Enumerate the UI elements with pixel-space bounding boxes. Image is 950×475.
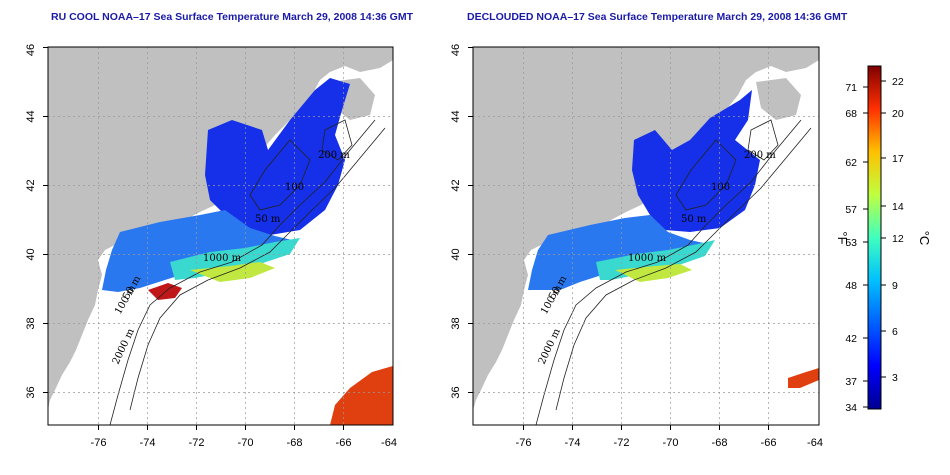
right-contour-label-1000m: 1000 m	[628, 253, 667, 264]
left-map-panel: 200 m 100 50 m 1000 m 100 m 50 m 2000 m …	[25, 44, 397, 449]
colorbar-f-tick: 71	[845, 82, 857, 94]
left-x-tick: -66	[336, 437, 352, 449]
left-frame	[47, 46, 394, 426]
right-x-tick: -66	[761, 437, 777, 449]
left-x-tick-labels: -76 -74 -72 -70 -68 -66 -64	[91, 437, 397, 449]
right-contour-label-100: 100	[711, 182, 730, 193]
right-map-panel: 200 m 100 50 m 1000 m 100 m 50 m 2000 m …	[450, 44, 823, 449]
left-contours	[109, 119, 386, 425]
temperature-colorbar: 71 68 62 57 53 48 42 37 34 22 20 17 14 1…	[835, 65, 932, 414]
left-x-tick: -76	[91, 437, 107, 449]
left-contour-label-1000m: 1000 m	[203, 253, 242, 264]
left-y-tick: 44	[25, 110, 37, 122]
left-x-tick: -74	[140, 437, 156, 449]
colorbar-c-tick: 6	[892, 326, 898, 338]
left-sst-blue-north	[205, 78, 350, 235]
colorbar-c-tick: 22	[892, 76, 904, 88]
colorbar-f-tick: 57	[845, 204, 857, 216]
right-x-tick: -74	[565, 437, 581, 449]
colorbar-c-tick: 14	[892, 201, 904, 213]
right-y-tick: 46	[450, 44, 462, 56]
right-x-tick: -72	[614, 437, 630, 449]
right-y-tick: 44	[450, 110, 462, 122]
colorbar-celsius-unit: °C	[917, 231, 932, 246]
colorbar-fahrenheit-unit: °F	[835, 231, 850, 244]
right-y-tick: 42	[450, 179, 462, 191]
colorbar-c-tick: 17	[892, 153, 904, 165]
left-sst-red-southeast	[330, 366, 393, 425]
left-grid	[48, 47, 393, 425]
colorbar-f-tick: 68	[845, 108, 857, 120]
left-contour-label-100: 100	[285, 182, 304, 193]
left-y-tick: 36	[25, 386, 37, 398]
left-x-tick: -72	[189, 437, 205, 449]
colorbar-gradient	[867, 65, 882, 410]
left-x-tick: -70	[238, 437, 254, 449]
left-contour-label-50m: 50 m	[255, 214, 281, 225]
right-y-tick: 36	[450, 386, 462, 398]
right-contour-label-50m: 50 m	[681, 214, 707, 225]
right-x-tick: -64	[807, 437, 823, 449]
left-y-tick: 40	[25, 248, 37, 260]
left-contour-label-200m: 200 m	[318, 150, 350, 161]
colorbar-fahrenheit-labels: 71 68 62 57 53 48 42 37 34	[845, 82, 857, 414]
colorbar-c-tick: 9	[892, 280, 898, 292]
left-sst-blue-south	[102, 210, 292, 292]
colorbar-f-tick: 53	[845, 237, 857, 249]
right-sst-red-southeast	[788, 368, 819, 388]
right-y-tick: 38	[450, 317, 462, 329]
left-x-tick: -64	[381, 437, 397, 449]
left-y-tick: 42	[25, 179, 37, 191]
right-grid	[473, 47, 819, 425]
left-sst-red-patch	[148, 283, 182, 300]
left-panel-title: RU COOL NOAA–17 Sea Surface Temperature …	[51, 11, 414, 23]
right-panel-title: DECLOUDED NOAA–17 Sea Surface Temperatur…	[467, 11, 848, 23]
right-x-tick-labels: -76 -74 -72 -70 -68 -66 -64	[516, 437, 823, 449]
colorbar-celsius-labels: 22 20 17 14 12 9 6 3	[892, 76, 904, 384]
right-sst-blue-north	[632, 90, 760, 232]
colorbar-f-tick: 62	[845, 157, 857, 169]
colorbar-f-tick: 34	[845, 402, 857, 414]
left-y-tick: 38	[25, 317, 37, 329]
right-y-tick: 40	[450, 248, 462, 260]
right-land	[473, 47, 819, 410]
left-y-tick: 46	[25, 44, 37, 56]
left-sst-warm-band	[190, 262, 275, 282]
colorbar-f-tick: 37	[845, 376, 857, 388]
colorbar-c-tick: 12	[892, 233, 904, 245]
right-contour-label-200m: 200 m	[744, 150, 776, 161]
left-y-tick-labels: 36 38 40 42 44 46	[25, 44, 37, 399]
left-x-tick: -68	[287, 437, 303, 449]
right-ticks	[468, 47, 769, 430]
colorbar-f-tick: 42	[845, 333, 857, 345]
right-frame	[472, 46, 820, 426]
left-ticks	[43, 47, 344, 430]
colorbar-ticks	[863, 80, 886, 408]
right-x-tick: -76	[516, 437, 532, 449]
right-x-tick: -68	[712, 437, 728, 449]
colorbar-c-tick: 3	[892, 372, 898, 384]
right-x-tick: -70	[663, 437, 679, 449]
right-y-tick-labels: 36 38 40 42 44 46	[450, 44, 462, 399]
colorbar-f-tick: 48	[845, 280, 857, 292]
right-sst-blue-south	[528, 215, 708, 290]
right-nova-scotia	[756, 78, 801, 120]
colorbar-c-tick: 20	[892, 108, 904, 120]
left-land	[48, 47, 393, 410]
right-contours	[535, 119, 812, 425]
